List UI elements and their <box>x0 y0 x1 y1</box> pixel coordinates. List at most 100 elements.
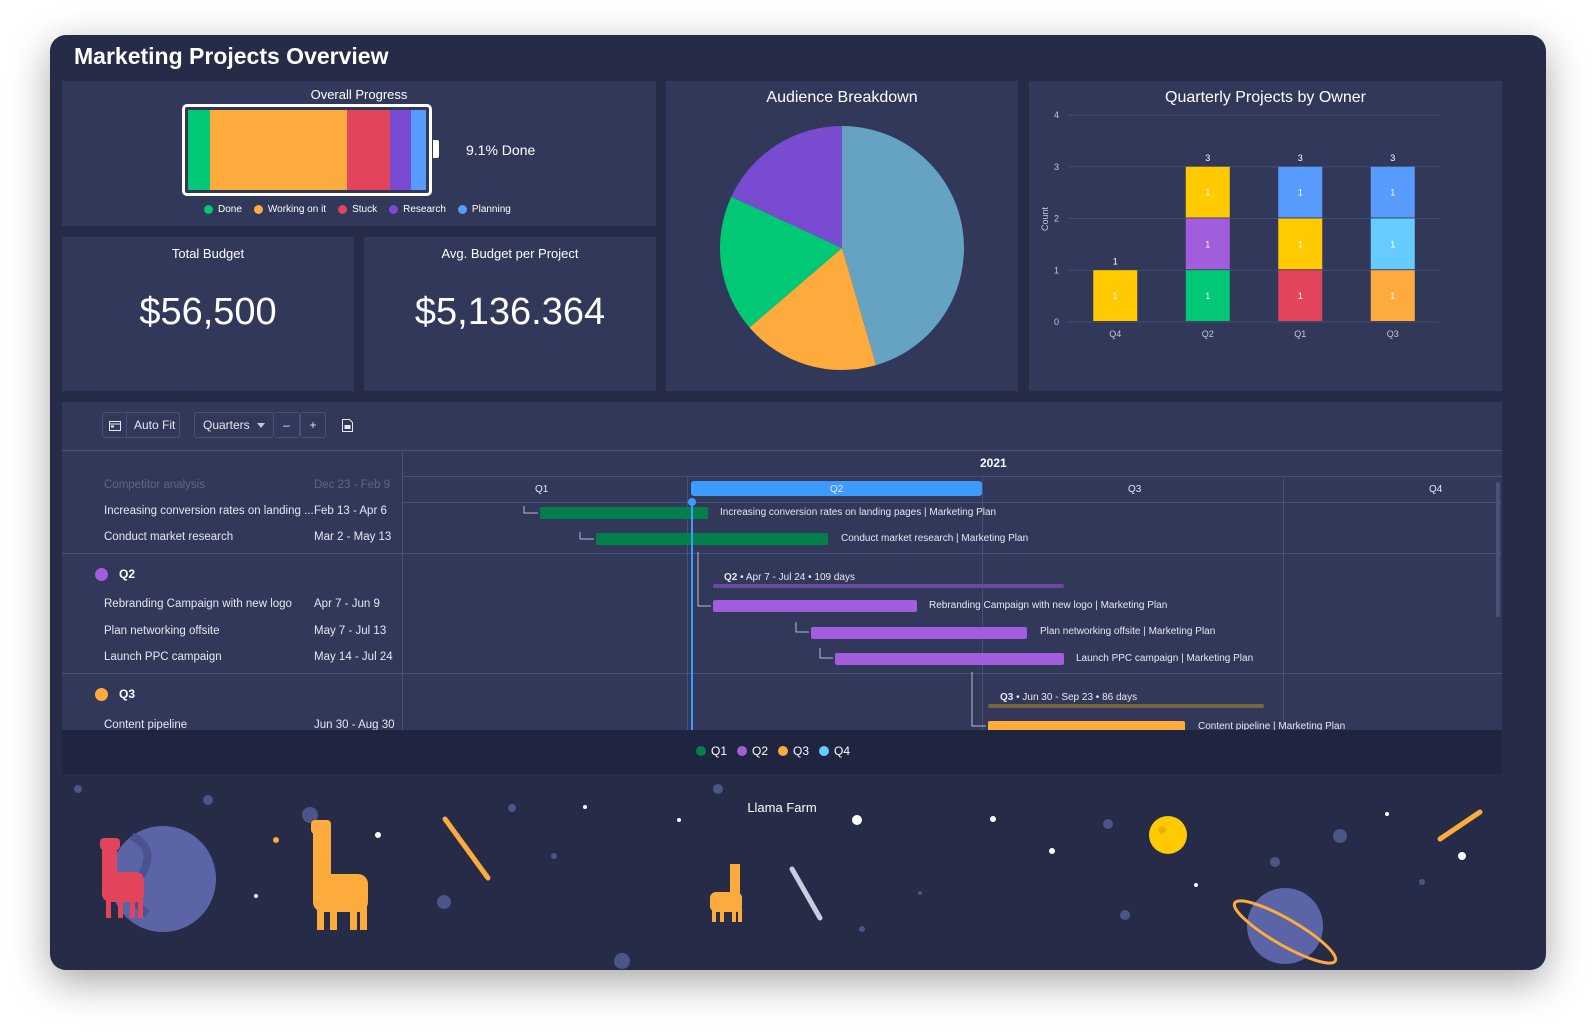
today-marker <box>691 501 693 730</box>
pie-slice[interactable] <box>720 196 842 328</box>
legend-dot <box>778 746 789 756</box>
task-name[interactable]: Launch PPC campaign <box>104 651 222 663</box>
zoom-in-button[interactable]: + <box>300 412 326 438</box>
y-axis-label: Count <box>1040 207 1050 232</box>
task-name[interactable]: Plan networking offsite <box>104 625 220 637</box>
bar-segment-label: 1 <box>1298 188 1303 198</box>
bar-total-label: 3 <box>1205 153 1210 163</box>
legend-item: Q3 <box>778 744 809 758</box>
zoom-select-value: Quarters <box>203 418 250 432</box>
llama-farm-widget[interactable]: Llama Farm <box>62 774 1502 970</box>
group-divider <box>62 673 1502 674</box>
battery-fill <box>188 110 426 190</box>
task-name[interactable]: Rebranding Campaign with new logo <box>104 598 292 610</box>
bar-segment[interactable] <box>1278 218 1323 270</box>
quarter-q4: Q4 <box>1429 484 1443 495</box>
task-dates: Dec 23 - Feb 9 <box>314 479 391 491</box>
quarterly-projects-widget[interactable]: Quarterly Projects by Owner 0 1 2 3 4 Count 1 1… <box>1029 81 1502 391</box>
task-name[interactable]: Competitor analysis <box>104 479 205 491</box>
legend-dot <box>696 746 706 756</box>
plus-icon: + <box>309 418 317 432</box>
vertical-scrollbar[interactable] <box>1496 482 1500 617</box>
y-tick-label: 0 <box>1054 317 1059 327</box>
quarter-q1: Q1 <box>535 484 549 495</box>
llama-farm-illustration <box>74 784 1483 969</box>
bar-segment[interactable] <box>1370 218 1415 270</box>
zoom-select[interactable]: Quarters <box>194 412 274 438</box>
y-tick-label: 1 <box>1054 265 1059 275</box>
zoom-out-button[interactable]: – <box>274 412 300 438</box>
q2-q3-line <box>982 476 983 730</box>
task-name[interactable]: Conduct market research <box>104 531 234 543</box>
bar-segment[interactable] <box>1185 218 1230 270</box>
pie-slice[interactable] <box>749 248 877 370</box>
progress-segment <box>188 110 210 190</box>
bar-segment[interactable] <box>1370 166 1415 218</box>
group-span-bar <box>713 584 1064 588</box>
pie-slice[interactable] <box>842 126 964 366</box>
done-percentage: 9.1% Done <box>466 142 536 158</box>
gantt-legend: Q1 Q2 Q3 Q4 <box>696 744 850 758</box>
bar-segment[interactable] <box>1278 166 1323 218</box>
legend-dot <box>737 746 748 756</box>
legend-label: Planning <box>471 204 511 215</box>
bar-segment[interactable] <box>1278 270 1323 321</box>
bar-segment-label: 1 <box>1113 291 1118 301</box>
task-dates: Feb 13 - Apr 6 <box>314 505 387 517</box>
task-bar[interactable] <box>540 507 708 519</box>
overall-progress-title: Overall Progress <box>310 87 408 102</box>
x-tick-label: Q3 <box>1387 329 1399 339</box>
audience-breakdown-title: Audience Breakdown <box>766 89 918 106</box>
group-title[interactable]: Q2 <box>119 567 136 581</box>
pie-slice[interactable] <box>731 126 842 248</box>
bar-segment-label: 1 <box>1205 188 1210 198</box>
total-budget-value: $56,500 <box>139 291 277 333</box>
task-bar[interactable] <box>835 653 1064 665</box>
bar-segment-label: 1 <box>1298 291 1303 301</box>
task-name[interactable]: Content pipeline <box>104 719 188 730</box>
legend-item: Stuck <box>338 204 377 215</box>
bar-segment-label: 1 <box>1390 188 1395 198</box>
gantt-legend-strip: Q1 Q2 Q3 Q4 <box>62 730 1502 774</box>
legend-item: Q4 <box>819 744 850 758</box>
task-bar[interactable] <box>988 721 1185 730</box>
task-name[interactable]: Increasing conversion rates on landing .… <box>104 505 314 517</box>
audience-breakdown-widget[interactable]: Audience Breakdown <box>666 81 1018 391</box>
bar-segment[interactable] <box>1370 270 1415 321</box>
battery-bar <box>182 104 432 196</box>
task-bar[interactable] <box>713 600 917 612</box>
total-budget-widget[interactable]: Total Budget $56,500 <box>62 237 354 391</box>
task-dates: May 14 - Jul 24 <box>314 651 393 663</box>
bright-stars <box>254 805 1466 898</box>
task-bar[interactable] <box>811 627 1027 639</box>
avg-budget-widget[interactable]: Avg. Budget per Project $5,136.364 <box>364 237 656 391</box>
llama-orange-small <box>710 864 742 922</box>
legend-item: Planning <box>457 204 511 215</box>
bar-segment[interactable] <box>1185 166 1230 218</box>
legend-label: Q3 <box>793 744 810 758</box>
group-summary-range: • Jun 30 - Sep 23 • 86 days <box>1013 692 1138 703</box>
y-tick-label: 3 <box>1054 162 1059 172</box>
task-bar-label: Increasing conversion rates on landing p… <box>720 507 997 518</box>
bar-segment-label: 1 <box>1298 239 1303 249</box>
legend-dot <box>389 205 399 214</box>
bar-segment[interactable] <box>1093 270 1138 321</box>
group-title[interactable]: Q3 <box>119 687 136 701</box>
task-bar[interactable] <box>596 533 828 545</box>
export-icon[interactable] <box>342 419 353 437</box>
bar-segment[interactable] <box>1185 270 1230 321</box>
quarter-q3: Q3 <box>1128 484 1142 495</box>
legend-label: Q4 <box>834 744 851 758</box>
gantt-widget[interactable]: Auto Fit Quarters – + 2021 Q1 Q2 Q3 Q4 C… <box>62 402 1502 730</box>
legend-item: Done <box>204 204 242 215</box>
dependency-connectors <box>523 506 986 727</box>
task-dates: May 7 - Jul 13 <box>314 625 387 637</box>
planet-ringed <box>1247 888 1323 964</box>
overall-progress-widget[interactable]: Overall Progress 9.1% Done Done Working o… <box>62 81 656 226</box>
year-divider <box>402 476 1502 477</box>
task-bar-label: Conduct market research | Marketing Plan <box>841 533 1029 544</box>
autofit-button[interactable]: Auto Fit <box>102 412 180 438</box>
progress-segment <box>346 110 390 190</box>
y-tick-label: 4 <box>1054 110 1059 120</box>
x-tick-label: Q1 <box>1294 329 1306 339</box>
